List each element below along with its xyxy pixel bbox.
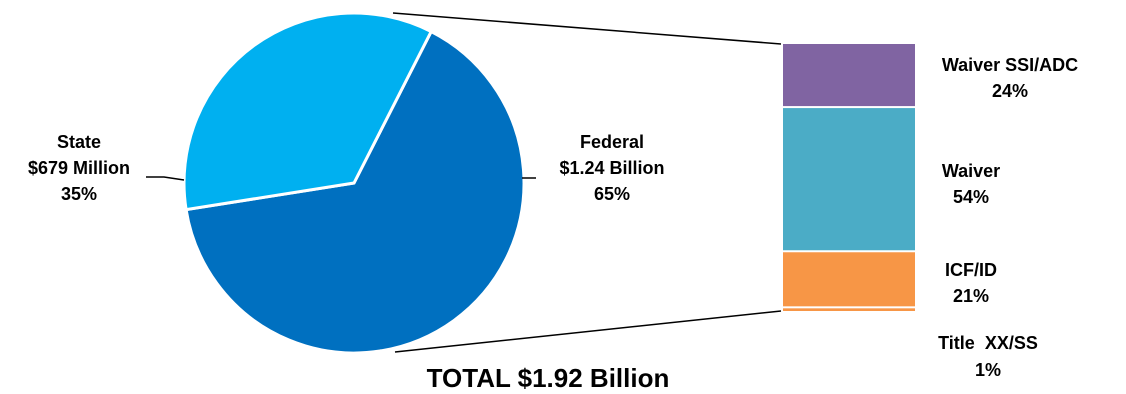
connector-top [392,12,782,45]
connector-bottom [394,310,782,353]
segment-name: ICF/ID [945,260,997,280]
segment-label-waiver: Waiver 54% [942,161,1000,207]
bar-segment-waiver-ssi-adc [783,44,915,107]
leader-line-state [146,176,185,181]
federal-amount: $1.24 Billion [559,158,664,178]
bar-segment-title-xx-ss [783,308,915,311]
segment-percent: 21% [953,286,989,306]
state-label: State $679 Million 35% [28,132,130,204]
state-amount: $679 Million [28,158,130,178]
segment-name: Title XX/SS [938,333,1038,353]
segment-label-title-xx-ss: Title XX/SS 1% [938,333,1038,380]
stacked-bar [783,44,915,311]
pie-slice-federal [184,29,526,355]
federal-name: Federal [580,132,644,152]
connector-lines [146,12,782,353]
segment-percent: 54% [953,187,989,207]
federal-label: Federal $1.24 Billion 65% [559,132,664,204]
federal-percent: 65% [594,184,630,204]
segment-label-waiver-ssi-adc: Waiver SSI/ADC 24% [942,55,1078,101]
pie-slice-state [182,11,434,212]
segment-percent: 24% [992,81,1028,101]
total-label: TOTAL $1.92 Billion [427,363,670,393]
segment-percent: 1% [975,360,1001,380]
segment-label-icf-id: ICF/ID 21% [945,260,997,306]
segment-name: Waiver [942,161,1000,181]
bar-segment-icf-id [783,252,915,307]
state-percent: 35% [61,184,97,204]
segment-name: Waiver SSI/ADC [942,55,1078,75]
bar-segment-waiver [783,108,915,251]
state-name: State [57,132,101,152]
pie-chart [182,11,526,355]
